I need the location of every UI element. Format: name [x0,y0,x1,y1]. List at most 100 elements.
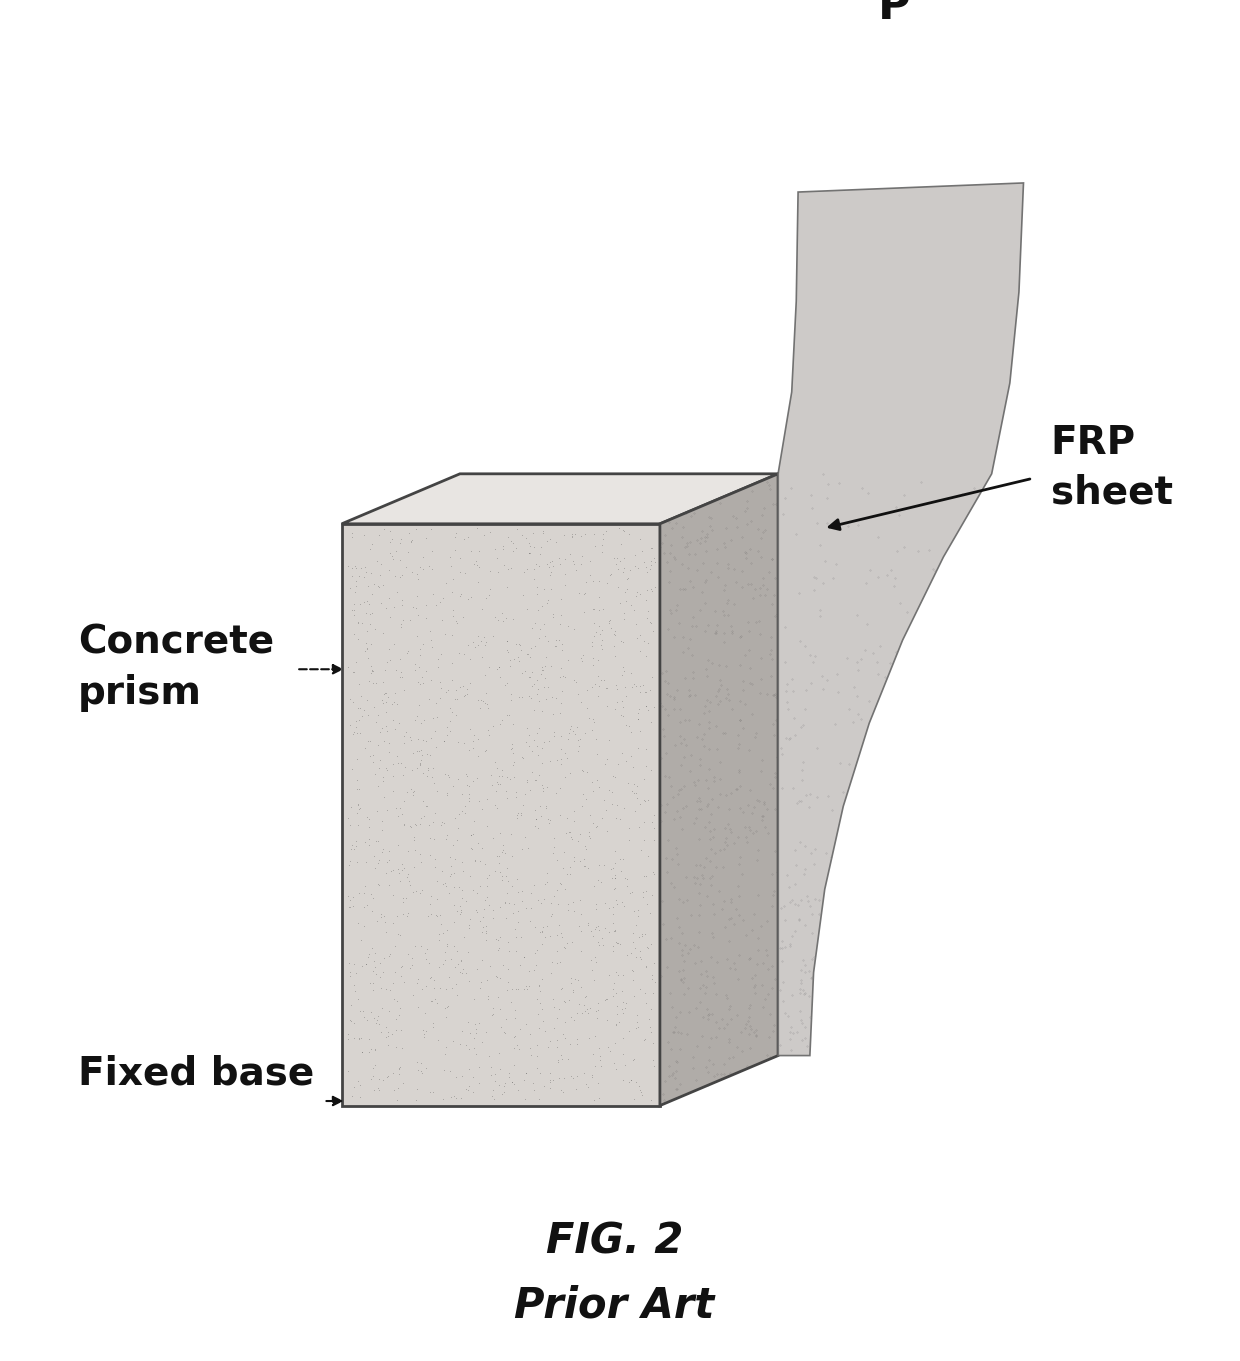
Point [420,968,440,989]
Point [552,1044,572,1066]
Point [577,1074,596,1096]
Point [585,672,605,694]
Point [388,751,408,773]
Point [549,1067,569,1089]
Point [345,581,365,603]
Point [556,991,575,1013]
Point [613,965,632,987]
Point [347,629,367,651]
Point [422,991,441,1013]
Point [399,957,419,979]
Point [598,572,618,593]
Point [497,787,517,808]
Point [405,879,425,901]
Point [433,610,453,632]
Point [404,780,424,802]
Point [613,848,632,870]
Point [641,551,661,573]
Point [501,991,521,1013]
Point [412,979,432,1000]
Point [520,542,539,563]
Point [533,523,553,544]
Point [346,652,366,674]
Point [405,813,425,834]
Point [453,851,472,872]
Point [538,808,558,830]
Point [342,558,362,580]
Point [459,1059,479,1081]
Point [378,1034,398,1056]
Point [422,540,441,562]
Point [557,822,577,844]
Point [626,946,646,968]
Point [513,1068,533,1090]
Point [593,638,613,660]
Point [584,780,604,802]
Point [343,604,363,626]
Point [450,904,470,925]
Point [373,693,393,715]
Point [630,1079,650,1101]
Point [345,1011,365,1033]
Point [644,697,663,719]
Point [376,1026,396,1048]
Point [501,531,521,553]
Point [379,980,399,1002]
Point [544,827,564,849]
Point [436,680,456,702]
Point [464,554,484,576]
Point [422,989,441,1011]
Point [495,842,515,864]
Point [567,716,587,738]
Point [432,814,451,836]
Point [368,774,388,796]
Point [532,921,552,943]
Point [603,940,622,962]
Point [404,829,424,851]
Point [645,972,665,994]
Point [603,902,622,924]
Point [567,559,587,581]
Point [552,1048,572,1070]
Point [609,753,629,774]
Point [621,1070,641,1092]
Point [512,524,532,546]
Point [441,1086,461,1108]
Point [472,597,492,619]
Point [425,848,445,870]
Point [608,691,627,713]
Point [547,849,567,871]
Point [394,789,414,811]
Point [496,866,516,887]
Point [347,721,367,743]
Point [621,746,641,768]
Point [342,565,362,587]
Point [378,849,398,871]
Point [531,663,551,685]
Point [436,932,456,954]
Point [520,909,539,931]
Point [353,700,373,721]
Point [503,648,523,670]
Point [489,610,508,632]
Point [372,717,392,739]
Point [641,969,661,991]
Point [521,780,541,802]
Point [541,750,560,772]
Point [541,655,560,676]
Point [543,555,563,577]
Point [572,758,591,780]
Point [460,719,480,740]
Point [341,1010,361,1032]
Point [541,1071,560,1093]
Point [391,1056,410,1078]
Point [464,736,484,758]
Point [590,871,610,893]
Point [396,557,415,578]
Point [366,830,386,852]
Point [377,720,397,742]
Point [629,557,649,578]
Point [393,853,413,875]
Point [570,525,590,547]
Point [370,849,389,871]
